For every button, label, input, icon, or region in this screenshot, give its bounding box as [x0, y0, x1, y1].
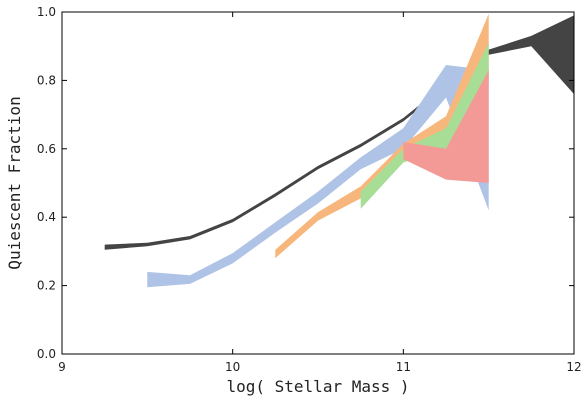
y-tick-label: 0.0 — [37, 347, 56, 361]
series-band-2 — [147, 65, 489, 288]
plot-frame — [61, 11, 575, 355]
y-tick-label: 0.8 — [37, 73, 56, 87]
series-band-3 — [275, 13, 489, 259]
x-tick-label: 9 — [58, 360, 66, 374]
series-band-1 — [104, 15, 574, 250]
y-axis-label: Quiescent Fraction — [5, 96, 24, 269]
x-tick-label: 10 — [225, 360, 240, 374]
x-axis-label: log( Stellar Mass ) — [226, 377, 409, 396]
y-tick-label: 0.2 — [37, 279, 56, 293]
y-axis-ticks: 0.0 0.2 0.4 0.6 0.8 1.0 — [37, 5, 574, 361]
y-tick-label: 0.6 — [37, 142, 56, 156]
y-tick-label: 0.4 — [37, 210, 56, 224]
series-band-4 — [360, 42, 489, 209]
y-tick-label: 1.0 — [37, 5, 56, 19]
data-bands — [104, 13, 574, 288]
x-axis-ticks: 9 10 11 12 — [58, 12, 582, 374]
series-band-5 — [403, 70, 489, 183]
x-tick-label: 12 — [566, 360, 581, 374]
x-tick-label: 11 — [396, 360, 411, 374]
